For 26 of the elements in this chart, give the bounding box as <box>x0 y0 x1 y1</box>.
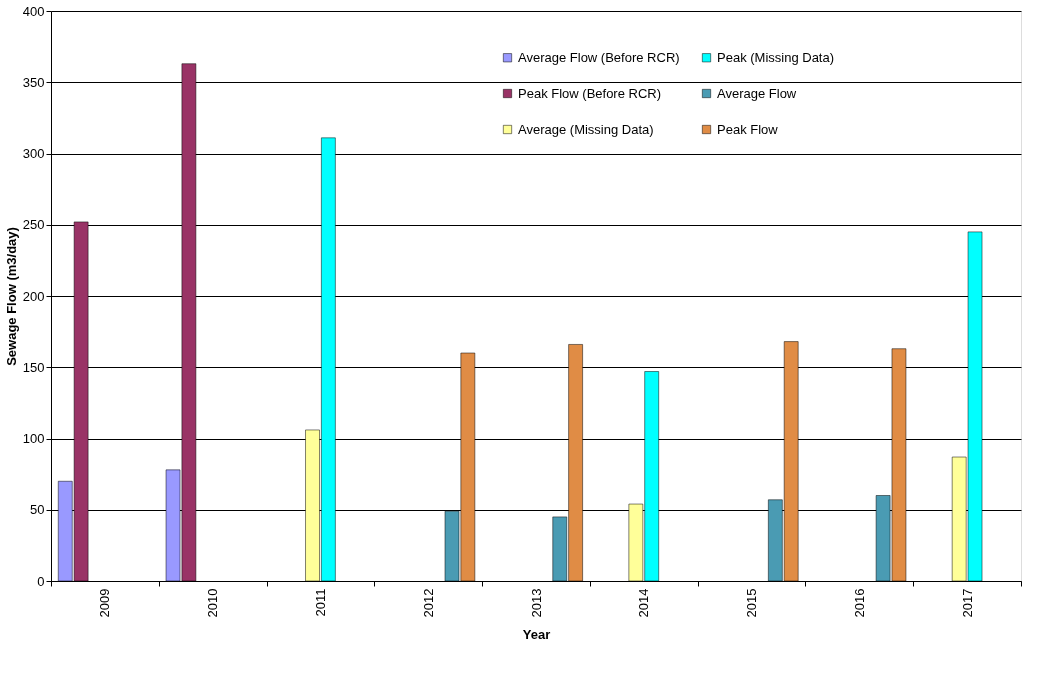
legend-label: Peak (Missing Data) <box>717 49 835 65</box>
x-tick-label: 2010 <box>205 588 221 618</box>
y-axis-title: Sewage Flow (m3/day) <box>3 227 19 366</box>
y-tick-label: 150 <box>22 359 45 375</box>
x-tick-label: 2013 <box>528 588 544 618</box>
legend-label: Peak Flow (Before RCR) <box>518 85 662 101</box>
x-tick-label: 2016 <box>851 588 867 618</box>
y-tick-label: 350 <box>22 74 45 90</box>
y-tick-label: 250 <box>22 217 45 233</box>
y-tick-label: 100 <box>22 431 45 446</box>
y-tick-label: 50 <box>30 502 45 518</box>
y-tick-label: 400 <box>22 3 45 19</box>
x-tick-label: 2012 <box>420 588 436 618</box>
y-tick-label: 200 <box>22 288 45 304</box>
legend-label: Average (Missing Data) <box>518 121 654 137</box>
x-tick-label: 2011 <box>312 588 328 617</box>
x-tick-label: 2009 <box>97 588 113 618</box>
legend-label: Average Flow (Before RCR) <box>518 49 680 65</box>
legend-label: Peak Flow <box>717 121 779 137</box>
x-tick-label: 2014 <box>636 588 652 618</box>
y-tick-label: 0 <box>37 573 45 589</box>
x-tick-label: 2015 <box>744 588 760 618</box>
legend-label: Average Flow <box>717 85 797 101</box>
y-tick-label: 300 <box>22 146 45 161</box>
x-tick-label: 2017 <box>959 588 975 618</box>
x-axis-title: Year <box>522 627 551 643</box>
